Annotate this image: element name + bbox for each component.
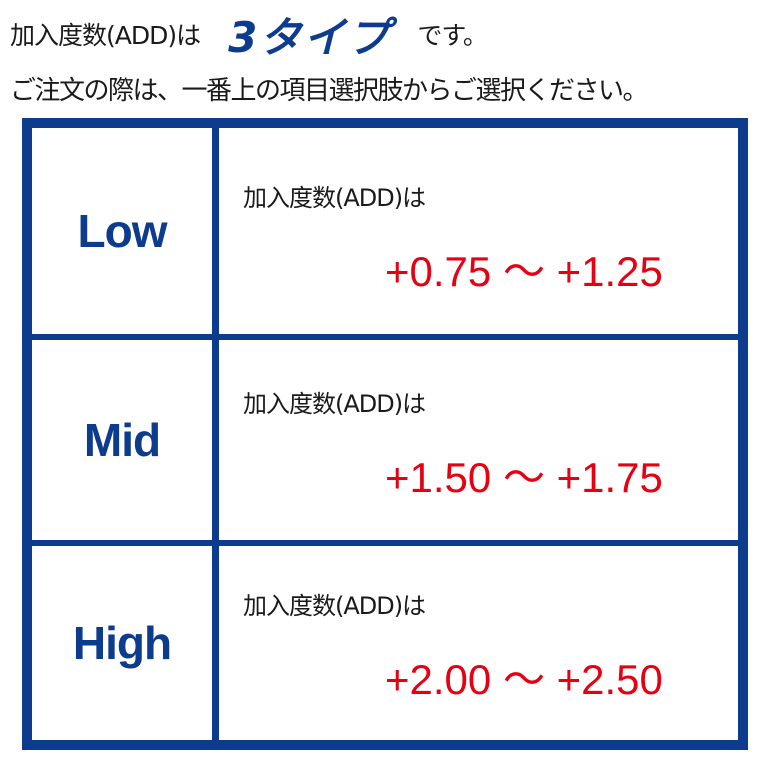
table-row-high: High 加入度数(ADD)は +2.00 ～ +2.50: [32, 546, 738, 740]
heading: 加入度数(ADD)は 3タイプ です。: [10, 6, 488, 62]
type-name: Mid: [83, 414, 161, 466]
add-label: 加入度数(ADD)は: [243, 390, 426, 418]
add-type-table: Low 加入度数(ADD)は +0.75 ～ +1.25 Mid 加入度数(AD…: [22, 118, 748, 750]
type-name: Low: [77, 205, 168, 257]
add-label: 加入度数(ADD)は: [243, 592, 426, 620]
heading-suffix: です。: [417, 21, 488, 50]
add-label: 加入度数(ADD)は: [243, 184, 426, 212]
column-divider: [212, 128, 219, 740]
heading-prefix: 加入度数(ADD)は: [10, 21, 201, 50]
instruction-text: ご注文の際は、一番上の項目選択肢からご選択ください。: [10, 76, 649, 106]
type-detail: 加入度数(ADD)は +0.75 ～ +1.25: [219, 128, 738, 334]
row-divider: [32, 540, 738, 546]
add-range: +0.75 ～ +1.25: [385, 248, 663, 295]
add-range: +1.50 ～ +1.75: [385, 454, 663, 501]
type-detail: 加入度数(ADD)は +1.50 ～ +1.75: [219, 340, 738, 540]
table-row-mid: Mid 加入度数(ADD)は +1.50 ～ +1.75: [32, 340, 738, 540]
table-row-low: Low 加入度数(ADD)は +0.75 ～ +1.25: [32, 128, 738, 334]
type-name: High: [72, 617, 172, 669]
heading-highlight: 3タイプ: [228, 12, 392, 62]
add-range: +2.00 ～ +2.50: [385, 656, 663, 703]
row-divider: [32, 334, 738, 340]
type-detail: 加入度数(ADD)は +2.00 ～ +2.50: [219, 546, 738, 740]
